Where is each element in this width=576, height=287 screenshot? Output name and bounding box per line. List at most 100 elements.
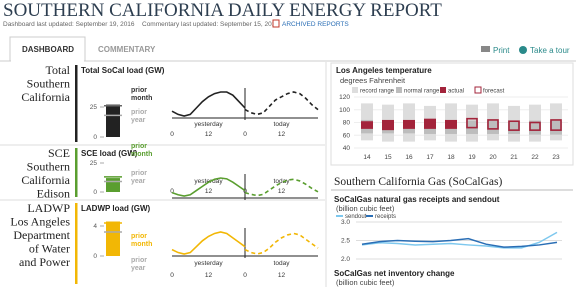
legend-label: actual xyxy=(448,89,464,95)
tab-commentary[interactable]: COMMENTARY xyxy=(98,45,156,54)
day-label: today xyxy=(274,178,291,185)
legend-swatch xyxy=(440,87,446,93)
x-tick-label: 15 xyxy=(384,154,392,161)
region-name: SCE xyxy=(48,146,70,160)
normal-range-bar xyxy=(529,120,541,135)
normal-range-bar xyxy=(487,120,499,134)
temp-subtitle: degrees Fahrenheit xyxy=(340,76,406,85)
region-name: of Water xyxy=(29,242,70,256)
region-name: Department xyxy=(13,228,70,242)
legend-swatch xyxy=(352,87,358,93)
load-title: Total SoCal load (GW) xyxy=(81,66,165,75)
actual-bar xyxy=(445,119,457,129)
x-tick-label: 18 xyxy=(447,154,455,161)
prior-month-label: prior month xyxy=(131,143,152,158)
temp-box xyxy=(330,62,574,166)
region-name: California xyxy=(21,173,70,187)
x-tick-label: 14 xyxy=(363,154,371,161)
legend-label: receipts xyxy=(375,214,396,220)
day-label: yesterday xyxy=(194,260,223,267)
page-title: SOUTHERN CALIFORNIA DAILY ENERGY REPORT xyxy=(3,0,442,21)
region-name: Los Angeles xyxy=(10,215,70,229)
y-tick-label: 3.0 xyxy=(341,219,350,226)
y-tick-label: 100 xyxy=(339,107,350,114)
print-link[interactable]: Print xyxy=(493,46,510,55)
bar-tick-label: 0 xyxy=(93,134,97,141)
legend-label: record range xyxy=(360,89,395,95)
gas-chart-title: SoCalGas natural gas receipts and sendou… xyxy=(334,195,500,204)
tab-dashboard[interactable]: DASHBOARD xyxy=(22,45,74,54)
y-tick-label: 120 xyxy=(339,94,350,101)
prior-month-label: prior month xyxy=(131,233,152,248)
forecast-bar xyxy=(508,120,520,131)
x-tick-label: 19 xyxy=(468,154,476,161)
sendout-line xyxy=(361,231,558,249)
bar-tick-label: 0 xyxy=(93,253,97,260)
actual-bar xyxy=(403,119,415,129)
actual-bar xyxy=(382,119,394,131)
receipts-line xyxy=(361,237,558,248)
day-label: yesterday xyxy=(194,121,223,128)
hour-tick-label: 12 xyxy=(278,272,286,279)
forecast-bar xyxy=(529,121,541,131)
legend-swatch xyxy=(474,86,482,94)
x-tick-label: 22 xyxy=(531,154,539,161)
region-accent xyxy=(75,148,78,197)
hour-tick-label: 0 xyxy=(170,188,174,195)
region-accent xyxy=(75,65,78,142)
region-name: Southern xyxy=(27,77,70,91)
current-load-bar xyxy=(106,104,120,137)
bar-tick-label: 25 xyxy=(90,104,98,111)
print-icon[interactable] xyxy=(481,46,490,52)
yesterday-load-line xyxy=(171,177,246,197)
commentary-updated: Commentary last updated: September 15, 2… xyxy=(142,21,279,28)
prior-year-label: prior year xyxy=(131,109,147,124)
pdf-icon xyxy=(272,19,280,28)
y-tick-label: 2.5 xyxy=(341,238,350,245)
tour-link[interactable]: Take a tour xyxy=(530,46,570,55)
prior-year-label: prior year xyxy=(131,170,147,185)
prior-year-label: prior year xyxy=(131,257,147,272)
region-name: and Power xyxy=(19,255,70,269)
hour-tick-label: 0 xyxy=(243,188,247,195)
tour-icon[interactable] xyxy=(519,46,527,54)
legend-label: sendout xyxy=(345,214,367,220)
region-name: LADWP xyxy=(27,201,70,215)
hour-tick-label: 0 xyxy=(243,131,247,138)
hour-tick-label: 12 xyxy=(278,131,286,138)
today-load-line xyxy=(244,91,319,116)
yesterday-load-line xyxy=(171,231,246,255)
region-name: Southern xyxy=(27,160,70,174)
region-name: Total xyxy=(46,63,71,77)
day-label: today xyxy=(274,121,291,128)
next-chart-unit: (billion cubic feet) xyxy=(336,278,395,287)
gas-unit: (billion cubic feet) xyxy=(336,204,395,213)
hour-tick-label: 12 xyxy=(205,272,213,279)
y-tick-label: 2.0 xyxy=(341,256,350,263)
y-tick-label: 60 xyxy=(343,132,351,139)
bar-tick-label: 4 xyxy=(93,223,97,230)
y-tick-label: 40 xyxy=(343,145,351,152)
x-tick-label: 20 xyxy=(489,154,497,161)
today-load-line xyxy=(244,178,319,197)
forecast-bar xyxy=(466,117,478,129)
load-title: SCE load (GW) xyxy=(81,149,138,158)
region-name: Edison xyxy=(37,187,70,201)
legend-label: forecast xyxy=(483,89,505,95)
day-label: today xyxy=(274,260,291,267)
hour-tick-label: 12 xyxy=(278,188,286,195)
hour-tick-label: 0 xyxy=(170,272,174,279)
region-name: California xyxy=(21,90,70,104)
x-tick-label: 21 xyxy=(510,154,518,161)
load-title: LADWP load (GW) xyxy=(81,204,151,213)
forecast-bar xyxy=(487,119,499,130)
actual-bar xyxy=(424,118,436,129)
current-load-bar xyxy=(106,221,120,256)
hour-tick-label: 12 xyxy=(205,188,213,195)
hour-tick-label: 0 xyxy=(243,272,247,279)
dashboard-updated: Dashboard last updated: September 19, 20… xyxy=(3,21,135,28)
actual-bar xyxy=(361,121,373,129)
x-tick-label: 17 xyxy=(426,154,434,161)
archived-link[interactable]: ARCHIVED REPORTS xyxy=(282,21,349,28)
